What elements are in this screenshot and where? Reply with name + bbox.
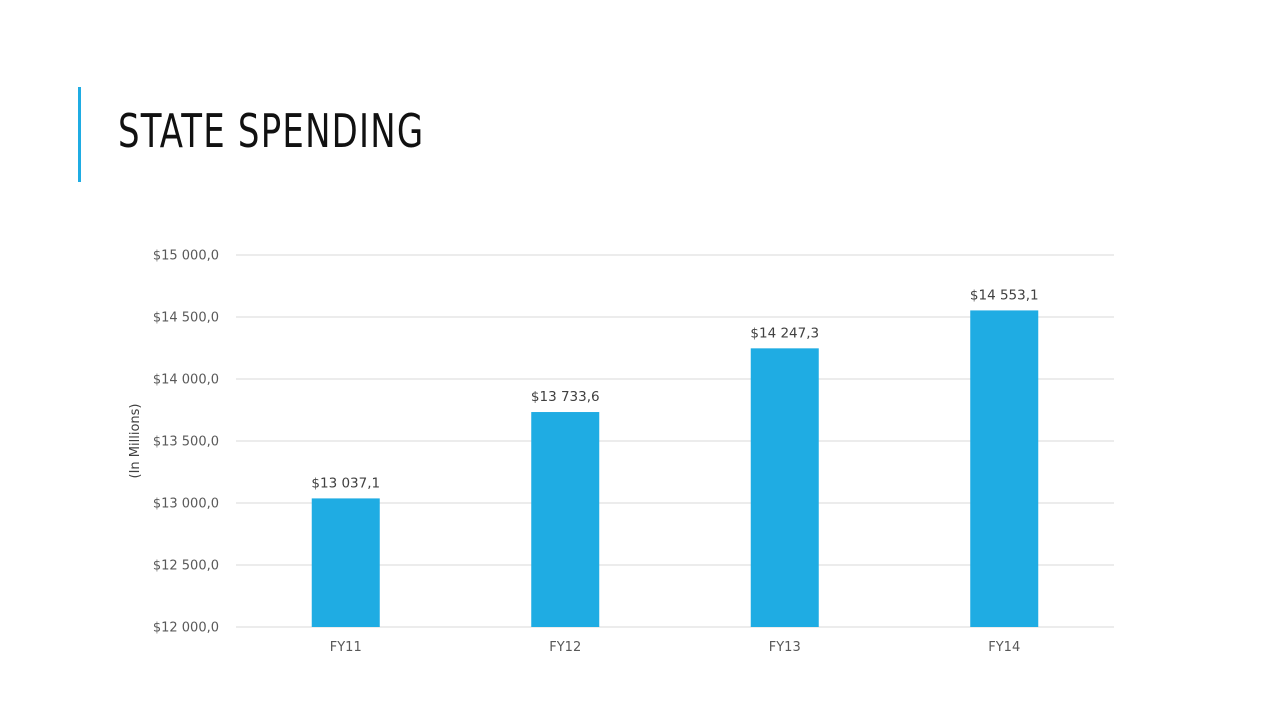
bar-fy11 bbox=[311, 498, 380, 627]
bars bbox=[311, 310, 1039, 627]
gridlines bbox=[236, 254, 1114, 628]
y-tick-label: $14 000,0 bbox=[153, 373, 219, 388]
x-tick-label: FY13 bbox=[769, 640, 801, 655]
x-tick-label: FY11 bbox=[330, 640, 362, 655]
bar-fy13 bbox=[750, 348, 819, 627]
y-tick-label: $13 000,0 bbox=[153, 497, 219, 512]
data-label-fy11: $13 037,1 bbox=[311, 475, 380, 491]
data-label-fy14: $14 553,1 bbox=[970, 287, 1039, 303]
slide-title: STATE SPENDING bbox=[118, 104, 425, 158]
y-axis-tick-labels: $12 000,0 $12 500,0 $13 000,0 $13 500,0 $14 … bbox=[153, 249, 219, 636]
x-axis-tick-labels: FY11 FY12 FY13 FY14 bbox=[330, 640, 1020, 655]
y-tick-label: $15 000,0 bbox=[153, 249, 219, 264]
bar-fy12 bbox=[531, 412, 600, 627]
title-accent-bar bbox=[78, 87, 81, 182]
data-label-fy12: $13 733,6 bbox=[531, 389, 600, 405]
data-label-fy13: $14 247,3 bbox=[750, 325, 819, 341]
y-tick-label: $12 000,0 bbox=[153, 621, 219, 636]
data-labels: $13 037,1 $13 733,6 $14 247,3 $14 553,1 bbox=[311, 287, 1038, 491]
bar-fy14 bbox=[970, 310, 1039, 627]
y-tick-label: $14 500,0 bbox=[153, 311, 219, 326]
x-tick-label: FY12 bbox=[549, 640, 581, 655]
x-tick-label: FY14 bbox=[988, 640, 1020, 655]
y-tick-label: $13 500,0 bbox=[153, 435, 219, 450]
y-axis-title: (In Millions) bbox=[128, 404, 143, 479]
y-tick-label: $12 500,0 bbox=[153, 559, 219, 574]
